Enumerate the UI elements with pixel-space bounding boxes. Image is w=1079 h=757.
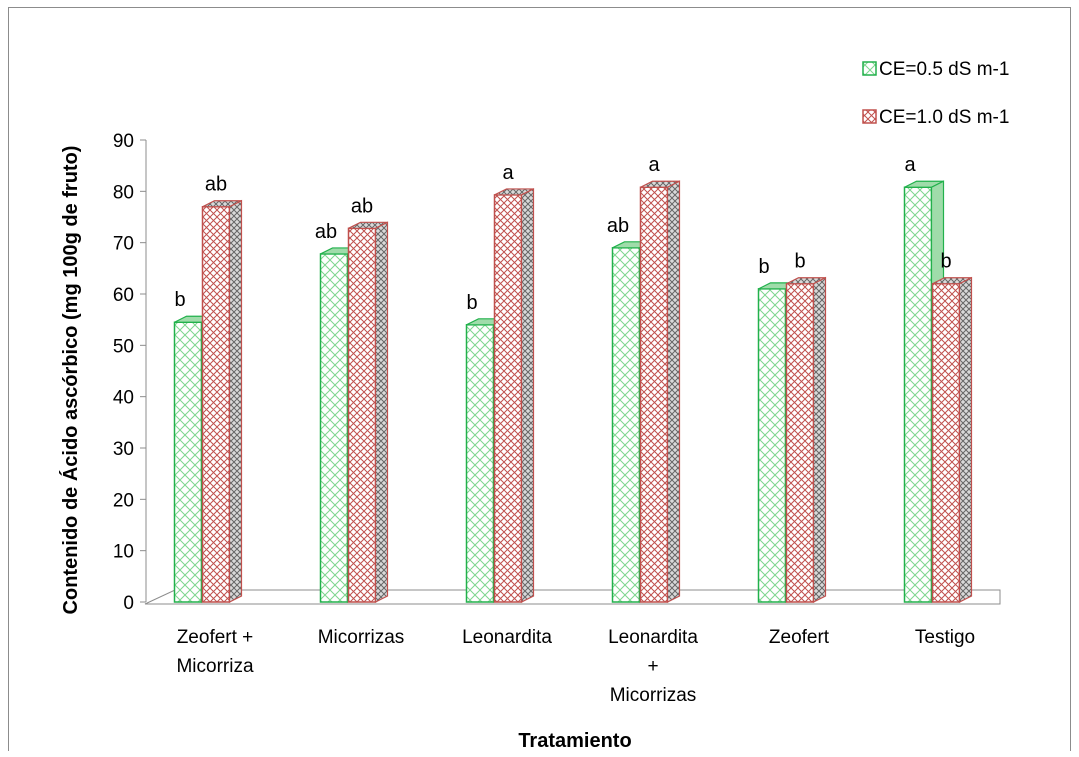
bar-side <box>228 199 243 603</box>
bar <box>493 187 535 603</box>
significance-label: b <box>794 251 805 273</box>
y-axis: 0 10 20 30 40 50 60 70 80 90 <box>113 131 147 614</box>
x-category-line: Zeofert <box>769 627 830 648</box>
x-category-line: Leonardita <box>608 627 698 648</box>
x-category-line: Micorrizas <box>610 685 697 706</box>
x-category-label: Leonardita + Micorrizas <box>608 627 698 706</box>
significance-label: ab <box>205 174 227 196</box>
x-category-line: Micorriza <box>176 656 253 677</box>
x-category-line: Zeofert + <box>177 627 254 648</box>
chart-floor <box>144 589 1001 605</box>
x-category-label: Leonardita <box>462 627 552 648</box>
significance-label: ab <box>351 195 373 217</box>
x-category-label: Zeofert <box>769 627 830 648</box>
legend-item-series-1: CE=0.5 dS m-1 <box>862 59 1009 80</box>
y-tick-label: 20 <box>113 490 134 511</box>
x-axis-title: Tratamiento <box>518 730 631 752</box>
x-category-line: Micorrizas <box>318 627 405 648</box>
bar-side <box>666 180 681 603</box>
y-tick-label: 0 <box>123 593 134 614</box>
chart-frame <box>8 7 1071 751</box>
bar-front <box>931 282 961 603</box>
significance-label: b <box>940 251 951 273</box>
y-tick-label: 40 <box>113 388 134 409</box>
legend-swatch-series-1 <box>862 61 877 76</box>
bar-front <box>757 288 787 603</box>
x-category-line: Leonardita <box>462 627 552 648</box>
bar-front <box>201 205 231 603</box>
significance-label: b <box>466 292 477 314</box>
bar-front <box>639 186 669 603</box>
y-tick-label: 30 <box>113 439 134 460</box>
bar <box>201 199 243 603</box>
y-tick-label: 10 <box>113 542 134 563</box>
bar-side <box>520 187 535 603</box>
significance-label: b <box>758 256 769 278</box>
y-tick-label: 70 <box>113 234 134 255</box>
bar-front <box>785 282 815 603</box>
bar <box>639 180 681 603</box>
legend-label-series-1: CE=0.5 dS m-1 <box>879 59 1009 80</box>
bar-side <box>374 221 389 603</box>
legend-swatch-series-2 <box>862 109 877 124</box>
bar-front <box>319 253 349 603</box>
bar-front <box>347 227 377 603</box>
y-axis-title: Contenido de Ácido ascórbico (mg 100g de… <box>59 146 82 615</box>
chart-floor-plane <box>144 589 1001 605</box>
legend-label-series-2: CE=1.0 dS m-1 <box>879 107 1009 128</box>
y-tick-label: 60 <box>113 285 134 306</box>
significance-label: b <box>174 289 185 311</box>
significance-label: a <box>502 162 514 184</box>
bars <box>173 180 973 603</box>
significance-label: ab <box>315 221 337 243</box>
bar <box>347 221 389 603</box>
legend-item-series-2: CE=1.0 dS m-1 <box>862 107 1009 128</box>
bar-side <box>958 276 973 603</box>
bar <box>931 276 973 603</box>
bar-front <box>465 324 495 603</box>
significance-label: a <box>904 154 916 176</box>
bar <box>785 276 827 603</box>
bar-front <box>903 186 933 603</box>
x-category-line: + <box>647 656 658 677</box>
bar-front <box>173 321 203 603</box>
bar-side <box>812 276 827 603</box>
x-category-label: Testigo <box>915 627 975 648</box>
x-category-line: Testigo <box>915 627 975 648</box>
y-tick-label: 80 <box>113 182 134 203</box>
x-category-label: Micorrizas <box>318 627 405 648</box>
significance-label: ab <box>607 215 629 237</box>
x-category-label: Zeofert + Micorriza <box>176 627 253 677</box>
y-tick-label: 90 <box>113 131 134 152</box>
significance-label: a <box>648 154 660 176</box>
y-tick-label: 50 <box>113 336 134 357</box>
legend: CE=0.5 dS m-1 CE=1.0 dS m-1 <box>862 59 1009 128</box>
bar-front <box>611 247 641 603</box>
bar-front <box>493 194 523 603</box>
